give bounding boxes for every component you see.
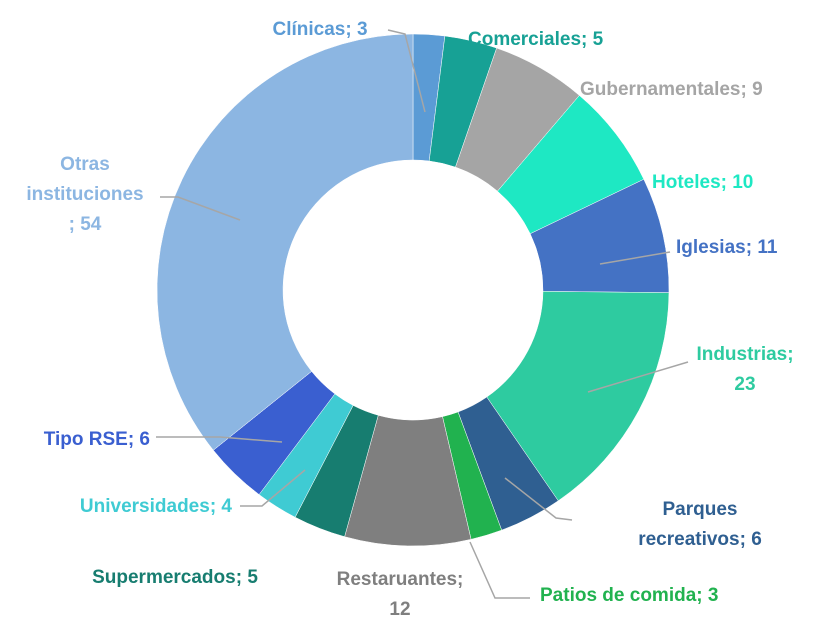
data-label: Tipo RSE; 6 (44, 429, 150, 450)
leader-line (387, 29, 426, 113)
data-label: Restaruantes; 12 (337, 569, 464, 617)
label-line: instituciones (26, 184, 143, 205)
leader-line (599, 251, 671, 265)
label-line: Patios de comida; 3 (540, 585, 718, 606)
label-line: Clínicas; 3 (272, 19, 367, 40)
label-line: Iglesias; 11 (676, 237, 778, 258)
leader-line (156, 436, 283, 443)
data-label: Universidades; 4 (80, 496, 232, 517)
label-line: Tipo RSE; 6 (44, 429, 150, 450)
label-line: Comerciales; 5 (468, 29, 604, 50)
label-line: Universidades; 4 (80, 496, 232, 517)
data-label: Parques recreativos; 6 (638, 499, 762, 550)
data-label: Clínicas; 3 (272, 19, 367, 40)
label-line: 12 (389, 599, 410, 617)
leader-line (160, 196, 241, 221)
data-label: Industrias; 23 (696, 344, 793, 395)
leader-line (240, 469, 306, 507)
label-line: Hoteles; 10 (652, 172, 753, 193)
data-label: Supermercados; 5 (92, 567, 258, 588)
label-line: Gubernamentales; 9 (580, 79, 763, 100)
label-line: recreativos; 6 (638, 529, 762, 550)
label-line: Supermercados; 5 (92, 567, 258, 588)
leader-line (469, 541, 530, 599)
data-label: Hoteles; 10 (652, 172, 753, 193)
label-line: Parques (663, 499, 738, 520)
label-line: Restaruantes; (337, 569, 464, 590)
leader-line (504, 477, 573, 521)
data-label: Comerciales; 5 (468, 29, 604, 50)
label-line: Industrias; (696, 344, 793, 365)
donut-slice (486, 291, 670, 502)
label-line: 23 (734, 374, 755, 395)
data-label: Gubernamentales; 9 (580, 79, 763, 100)
label-line: Otras (60, 154, 110, 175)
label-line: ; 54 (69, 214, 102, 235)
leader-line (587, 361, 689, 393)
data-label: Iglesias; 11 (676, 237, 778, 258)
data-label: Otras instituciones ; 54 (26, 154, 143, 235)
donut-slice (156, 33, 414, 451)
data-label: Patios de comida; 3 (540, 585, 718, 606)
